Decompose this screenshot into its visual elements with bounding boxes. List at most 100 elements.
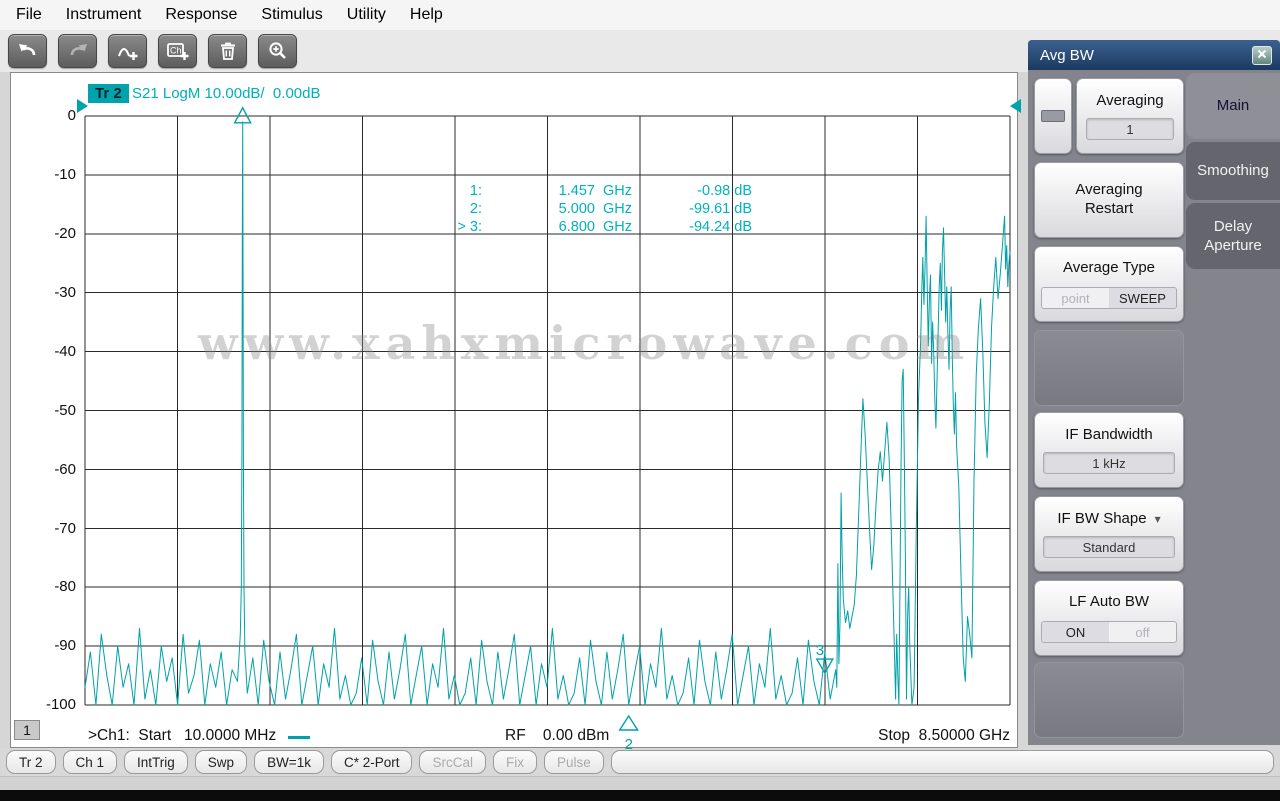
if-bandwidth-label: IF Bandwidth bbox=[1065, 425, 1153, 443]
averaging-indicator-icon bbox=[1041, 110, 1065, 122]
status-cal-button[interactable]: C* 2-Port bbox=[330, 750, 413, 774]
averaging-enable-button[interactable] bbox=[1034, 78, 1072, 154]
svg-text:2: 2 bbox=[625, 736, 633, 753]
status-srccal-button[interactable]: SrcCal bbox=[419, 750, 486, 774]
status-bandwidth-button[interactable]: BW=1k bbox=[254, 750, 324, 774]
close-button[interactable] bbox=[1252, 45, 1272, 65]
average-type-point-option[interactable]: point bbox=[1061, 290, 1090, 306]
marker-id: 1: bbox=[469, 183, 482, 199]
y-tick: -60 bbox=[54, 461, 76, 478]
reference-level-indicator-right[interactable] bbox=[1010, 99, 1021, 113]
if-bw-shape-label: IF BW Shape ▾ bbox=[1057, 509, 1161, 527]
marker-level: -99.61 dB bbox=[689, 201, 752, 217]
averaging-restart-label: Averaging Restart bbox=[1075, 181, 1143, 217]
if-bandwidth-value-field[interactable]: 1 kHz bbox=[1043, 452, 1175, 475]
marker-id: > 3: bbox=[457, 219, 482, 235]
average-type-toggle: point SWEEP bbox=[1041, 287, 1177, 310]
trace-color-dash-icon bbox=[288, 735, 311, 739]
menu-bar: File Instrument Response Stimulus Utilit… bbox=[0, 0, 1280, 30]
menu-response[interactable]: Response bbox=[165, 6, 238, 23]
marker-freq: 6.800 GHz bbox=[558, 219, 632, 235]
averaging-button[interactable]: Averaging 1 bbox=[1076, 78, 1184, 154]
stop-frequency-label[interactable]: Stop 8.50000 GHz bbox=[878, 727, 1010, 744]
zoom-in-icon bbox=[266, 39, 290, 63]
lf-auto-bw-off-option[interactable]: off bbox=[1135, 624, 1150, 640]
marker-level: -0.98 dB bbox=[697, 183, 752, 199]
menu-help[interactable]: Help bbox=[409, 6, 443, 23]
marker-readout: 1: 1.457 GHz -0.98 dB 2: 5.000 GHz -99.6… bbox=[448, 183, 752, 235]
menu-stimulus[interactable]: Stimulus bbox=[261, 6, 323, 23]
status-bar: Tr 2 Ch 1 IntTrig Swp BW=1k C* 2-Port Sr… bbox=[0, 748, 1280, 776]
y-tick: -90 bbox=[54, 637, 76, 654]
status-blank-segment bbox=[610, 750, 1274, 774]
add-channel-button[interactable]: Ch bbox=[158, 34, 197, 68]
averaging-restart-button[interactable]: Averaging Restart bbox=[1034, 162, 1184, 238]
close-icon bbox=[1257, 46, 1267, 64]
zoom-button[interactable] bbox=[258, 34, 297, 68]
avg-bw-panel: Avg BW Averaging 1 Averaging Restart Ave… bbox=[1028, 40, 1280, 745]
lower-strip bbox=[0, 776, 1280, 790]
status-pulse-button[interactable]: Pulse bbox=[544, 750, 604, 774]
bottom-black-bar bbox=[0, 790, 1280, 801]
avg-bw-panel-header: Avg BW bbox=[1028, 40, 1280, 70]
start-frequency-label[interactable]: >Ch1: Start 10.0000 MHz bbox=[88, 727, 277, 744]
add-channel-icon: Ch bbox=[165, 39, 191, 63]
menu-file[interactable]: File bbox=[16, 6, 42, 23]
marker-freq: 1.457 GHz bbox=[558, 183, 632, 199]
status-trigger-button[interactable]: IntTrig bbox=[124, 750, 188, 774]
menu-instrument[interactable]: Instrument bbox=[65, 6, 142, 23]
undo-icon bbox=[16, 39, 40, 63]
status-fix-button[interactable]: Fix bbox=[493, 750, 537, 774]
redo-icon bbox=[66, 39, 90, 63]
redo-button[interactable] bbox=[58, 34, 97, 68]
blank-button-1 bbox=[1034, 330, 1184, 406]
averaging-label: Averaging bbox=[1096, 91, 1164, 109]
tab-smoothing[interactable]: Smoothing bbox=[1186, 142, 1280, 200]
svg-text:3: 3 bbox=[816, 642, 824, 659]
y-tick: -80 bbox=[54, 578, 76, 595]
delete-button[interactable] bbox=[208, 34, 247, 68]
if-bandwidth-button[interactable]: IF Bandwidth 1 kHz bbox=[1034, 412, 1184, 488]
reference-level-indicator-left[interactable] bbox=[77, 99, 88, 113]
trace-plot[interactable]: 23 bbox=[84, 106, 1011, 753]
undo-button[interactable] bbox=[8, 34, 47, 68]
y-tick: -30 bbox=[54, 284, 76, 301]
marker-id: 2: bbox=[469, 201, 482, 217]
lf-auto-bw-on-option[interactable]: ON bbox=[1042, 622, 1109, 643]
add-trace-button[interactable] bbox=[108, 34, 147, 68]
channel-number-badge[interactable]: 1 bbox=[14, 720, 40, 740]
average-type-button[interactable]: Average Type point SWEEP bbox=[1034, 246, 1184, 322]
status-trace-button[interactable]: Tr 2 bbox=[6, 750, 56, 774]
trace-label: S21 LogM 10.00dB/ 0.00dB bbox=[132, 85, 321, 102]
y-tick: -10 bbox=[54, 166, 76, 183]
average-type-label: Average Type bbox=[1062, 258, 1155, 276]
status-sweep-button[interactable]: Swp bbox=[194, 750, 248, 774]
add-trace-icon bbox=[115, 39, 141, 63]
y-tick: -70 bbox=[54, 520, 76, 537]
tab-delay-aperture[interactable]: Delay Aperture bbox=[1186, 203, 1280, 269]
dropdown-arrow-icon: ▾ bbox=[1154, 511, 1161, 526]
svg-text:Ch: Ch bbox=[170, 46, 182, 56]
rf-power-label[interactable]: RF 0.00 dBm bbox=[505, 727, 610, 744]
y-tick: -50 bbox=[54, 402, 76, 419]
average-type-sweep-option[interactable]: SWEEP bbox=[1109, 288, 1176, 309]
y-tick: -20 bbox=[54, 225, 76, 242]
status-channel-button[interactable]: Ch 1 bbox=[62, 750, 118, 774]
averaging-value-field[interactable]: 1 bbox=[1086, 118, 1174, 141]
trash-icon bbox=[216, 39, 240, 63]
marker-freq: 5.000 GHz bbox=[558, 201, 632, 217]
menu-utility[interactable]: Utility bbox=[346, 6, 386, 23]
tab-main[interactable]: Main bbox=[1186, 73, 1280, 139]
if-bw-shape-value-field[interactable]: Standard bbox=[1043, 536, 1175, 559]
marker-level: -94.24 dB bbox=[689, 219, 752, 235]
if-bw-shape-button[interactable]: IF BW Shape ▾ Standard bbox=[1034, 496, 1184, 572]
lf-auto-bw-button[interactable]: LF Auto BW ON off bbox=[1034, 580, 1184, 656]
lf-auto-bw-toggle: ON off bbox=[1041, 621, 1177, 644]
trace-badge[interactable]: Tr 2 bbox=[88, 84, 129, 103]
lf-auto-bw-label: LF Auto BW bbox=[1068, 592, 1150, 610]
start-frequency-group: >Ch1: Start 10.0000 MHz bbox=[88, 727, 311, 745]
y-tick: 0 bbox=[67, 107, 76, 124]
panel-title: Avg BW bbox=[1040, 46, 1094, 64]
y-tick: -40 bbox=[54, 343, 76, 360]
y-tick: -100 bbox=[45, 696, 76, 713]
